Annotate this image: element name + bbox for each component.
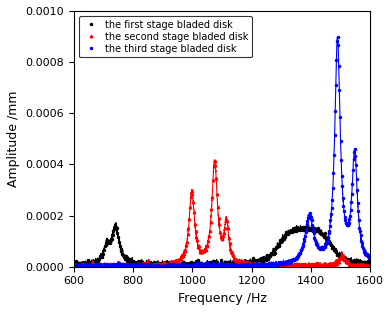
the second stage bladed disk bbox=[250, 262, 255, 266]
the third stage bladed disk bbox=[213, 264, 217, 268]
the second stage bladed disk bbox=[145, 262, 150, 266]
the second stage bladed disk bbox=[212, 159, 217, 163]
the first stage bladed disk bbox=[175, 264, 180, 268]
Line: the third stage bladed disk: the third stage bladed disk bbox=[73, 36, 371, 268]
Legend: the first stage bladed disk, the second stage bladed disk, the third stage blade: the first stage bladed disk, the second … bbox=[79, 16, 252, 57]
the third stage bladed disk bbox=[361, 248, 366, 252]
the first stage bladed disk bbox=[220, 262, 225, 266]
the third stage bladed disk bbox=[248, 264, 253, 268]
the third stage bladed disk bbox=[314, 243, 319, 246]
the third stage bladed disk bbox=[123, 265, 128, 269]
the third stage bladed disk bbox=[214, 263, 219, 267]
X-axis label: Frequency /Hz: Frequency /Hz bbox=[178, 292, 266, 305]
the second stage bladed disk bbox=[84, 265, 89, 269]
the first stage bladed disk bbox=[167, 263, 171, 267]
the third stage bladed disk bbox=[335, 36, 340, 39]
the first stage bladed disk bbox=[367, 262, 372, 266]
Y-axis label: Amplitude /mm: Amplitude /mm bbox=[7, 90, 20, 187]
the first stage bladed disk bbox=[249, 260, 254, 264]
Line: the second stage bladed disk: the second stage bladed disk bbox=[73, 159, 371, 268]
the second stage bladed disk bbox=[357, 263, 361, 266]
the third stage bladed disk bbox=[72, 262, 76, 266]
the first stage bladed disk bbox=[305, 223, 309, 227]
the third stage bladed disk bbox=[367, 257, 372, 261]
the second stage bladed disk bbox=[72, 262, 76, 266]
the first stage bladed disk bbox=[72, 261, 76, 264]
the first stage bladed disk bbox=[357, 260, 361, 264]
the third stage bladed disk bbox=[232, 264, 237, 267]
the second stage bladed disk bbox=[367, 263, 372, 266]
Line: the first stage bladed disk: the first stage bladed disk bbox=[73, 223, 370, 267]
the second stage bladed disk bbox=[167, 262, 172, 266]
the first stage bladed disk bbox=[173, 261, 178, 265]
the second stage bladed disk bbox=[174, 260, 178, 263]
the first stage bladed disk bbox=[144, 263, 149, 266]
the second stage bladed disk bbox=[221, 234, 226, 238]
